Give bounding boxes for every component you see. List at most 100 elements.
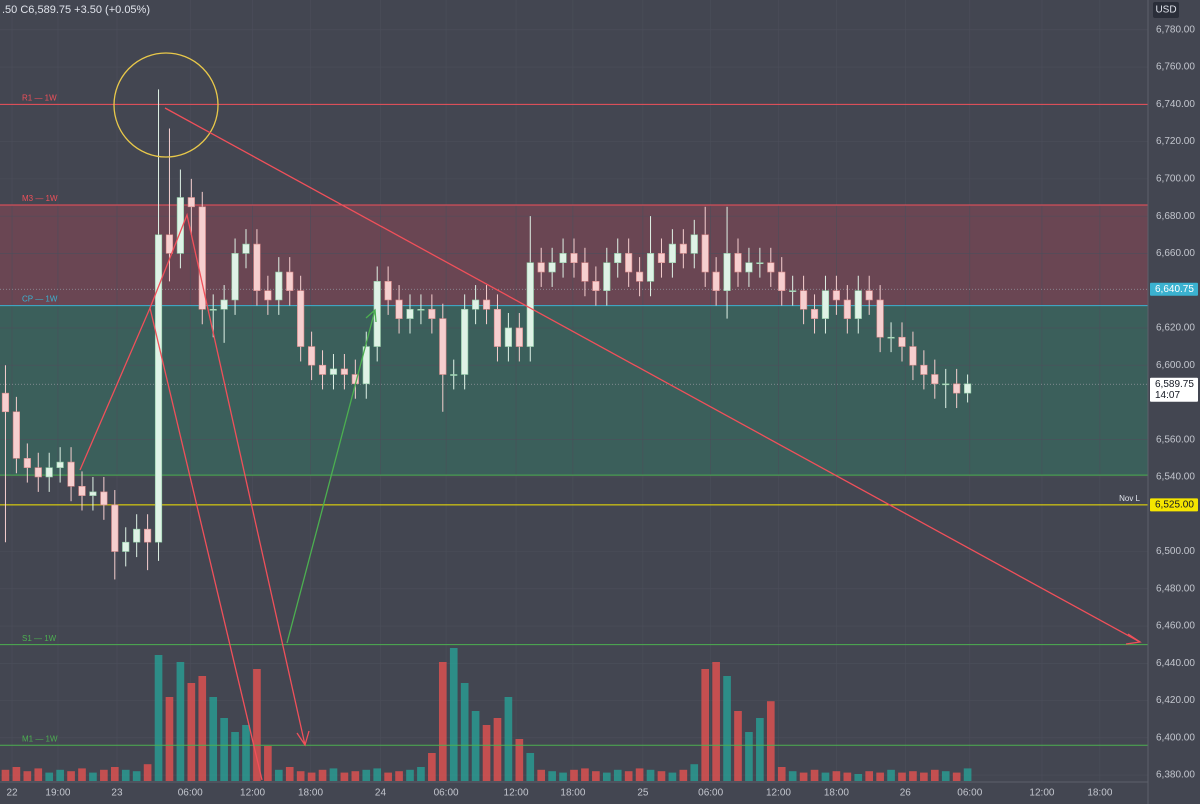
candle-body [657, 253, 666, 264]
volume-bar [592, 771, 600, 781]
volume-bar [898, 772, 906, 781]
currency-box[interactable] [1153, 2, 1179, 18]
y-tick-label: 6,540.00 [1156, 472, 1195, 483]
candle-body [89, 491, 97, 496]
volume-bar [231, 732, 239, 781]
price-axis [1148, 0, 1200, 804]
y-tick-label: 6,760.00 [1156, 62, 1195, 73]
currency[interactable]: USD [1155, 5, 1176, 16]
highlight-circle [113, 52, 219, 158]
candle-body [34, 467, 42, 478]
candle-body [406, 308, 414, 319]
volume-bar [318, 769, 327, 781]
candle-body [340, 368, 348, 375]
volume-bar [526, 753, 535, 781]
volume-bar [832, 771, 841, 781]
candle-body [286, 271, 294, 291]
candle-body [56, 461, 64, 468]
candle-body [1, 392, 10, 413]
candle-body [482, 299, 491, 310]
volume-bar [340, 772, 349, 781]
volume-bar [482, 725, 491, 781]
x-tick-label: 06:00 [957, 788, 982, 799]
volume-bar [559, 772, 567, 781]
candle-body [712, 271, 720, 291]
volume-bar [449, 648, 458, 781]
x-tick-label: 18:00 [1087, 788, 1112, 799]
candle-body [636, 271, 644, 282]
candle-body [12, 411, 20, 459]
candle-body [187, 197, 195, 208]
volume-pane [1, 648, 972, 781]
volume-bar [635, 768, 644, 781]
volume-bar [624, 771, 633, 781]
drawings [79, 52, 1142, 781]
candle-body [154, 234, 163, 543]
volume-bar [537, 769, 546, 781]
volume-bar [220, 718, 228, 781]
y-tick-label: 6,420.00 [1156, 695, 1195, 706]
level-label: M1 — 1W [22, 734, 58, 743]
candle-body [242, 243, 250, 254]
candle-body [253, 243, 261, 291]
volume-bar [777, 767, 786, 781]
candle-body [100, 491, 108, 506]
volume-bar [799, 772, 808, 781]
x-tick-label: 12:00 [504, 788, 529, 799]
candle-body [745, 262, 753, 273]
y-tick-label: 6,460.00 [1156, 621, 1195, 632]
x-tick-label: 19:00 [45, 788, 70, 799]
candle-body [220, 299, 228, 310]
x-tick-label: 23 [111, 788, 123, 799]
volume-bar [45, 772, 54, 781]
price-label-box [1150, 498, 1198, 512]
volume-bar [198, 676, 207, 781]
price-label: 6,640.75 [1155, 284, 1194, 295]
candle-body [756, 262, 764, 265]
volume-bar [143, 764, 152, 781]
levels: R1 — 1W M3 — 1W CP — 1W Nov L S1 — 1W M1 — 1W [0, 93, 1148, 746]
candle-body [625, 253, 633, 273]
y-tick-label: 6,740.00 [1156, 99, 1195, 110]
arrow-head [1125, 633, 1142, 645]
y-tick-label: 6,660.00 [1156, 248, 1195, 259]
volume-bar [701, 669, 710, 781]
volume-bar [548, 771, 556, 781]
candle-body [854, 290, 862, 319]
candle-body [964, 383, 972, 394]
candle-body [23, 458, 31, 468]
candle-body [843, 299, 851, 319]
candle-body [701, 234, 709, 273]
candle-body [450, 374, 458, 376]
volume-bar [253, 669, 261, 781]
volume-bar [351, 771, 360, 781]
candle-body [209, 308, 217, 311]
x-tick-label: 12:00 [240, 788, 265, 799]
y-tick-label: 6,400.00 [1156, 732, 1195, 743]
candle-body [865, 290, 873, 301]
zone [0, 305, 1148, 476]
candle-body [887, 336, 895, 339]
x-tick-label: 22 [6, 788, 18, 799]
candle-body [384, 281, 392, 301]
candle-body [767, 262, 775, 273]
y-tick-label: 6,780.00 [1156, 24, 1195, 35]
volume-bar [788, 771, 797, 781]
volume-bar [428, 753, 436, 781]
level-label: M3 — 1W [22, 194, 58, 203]
trend-line [286, 309, 376, 644]
candle-body [690, 234, 698, 254]
candle-body [275, 271, 283, 301]
candle-body [111, 504, 119, 552]
candle-body [876, 299, 884, 338]
candle-body [909, 346, 917, 366]
candle-body [318, 364, 327, 375]
volume-bar [373, 768, 382, 781]
volume-bar [843, 772, 852, 781]
volume-bar [154, 655, 163, 781]
volume-bar [110, 767, 119, 781]
x-tick-label: 18:00 [298, 788, 323, 799]
